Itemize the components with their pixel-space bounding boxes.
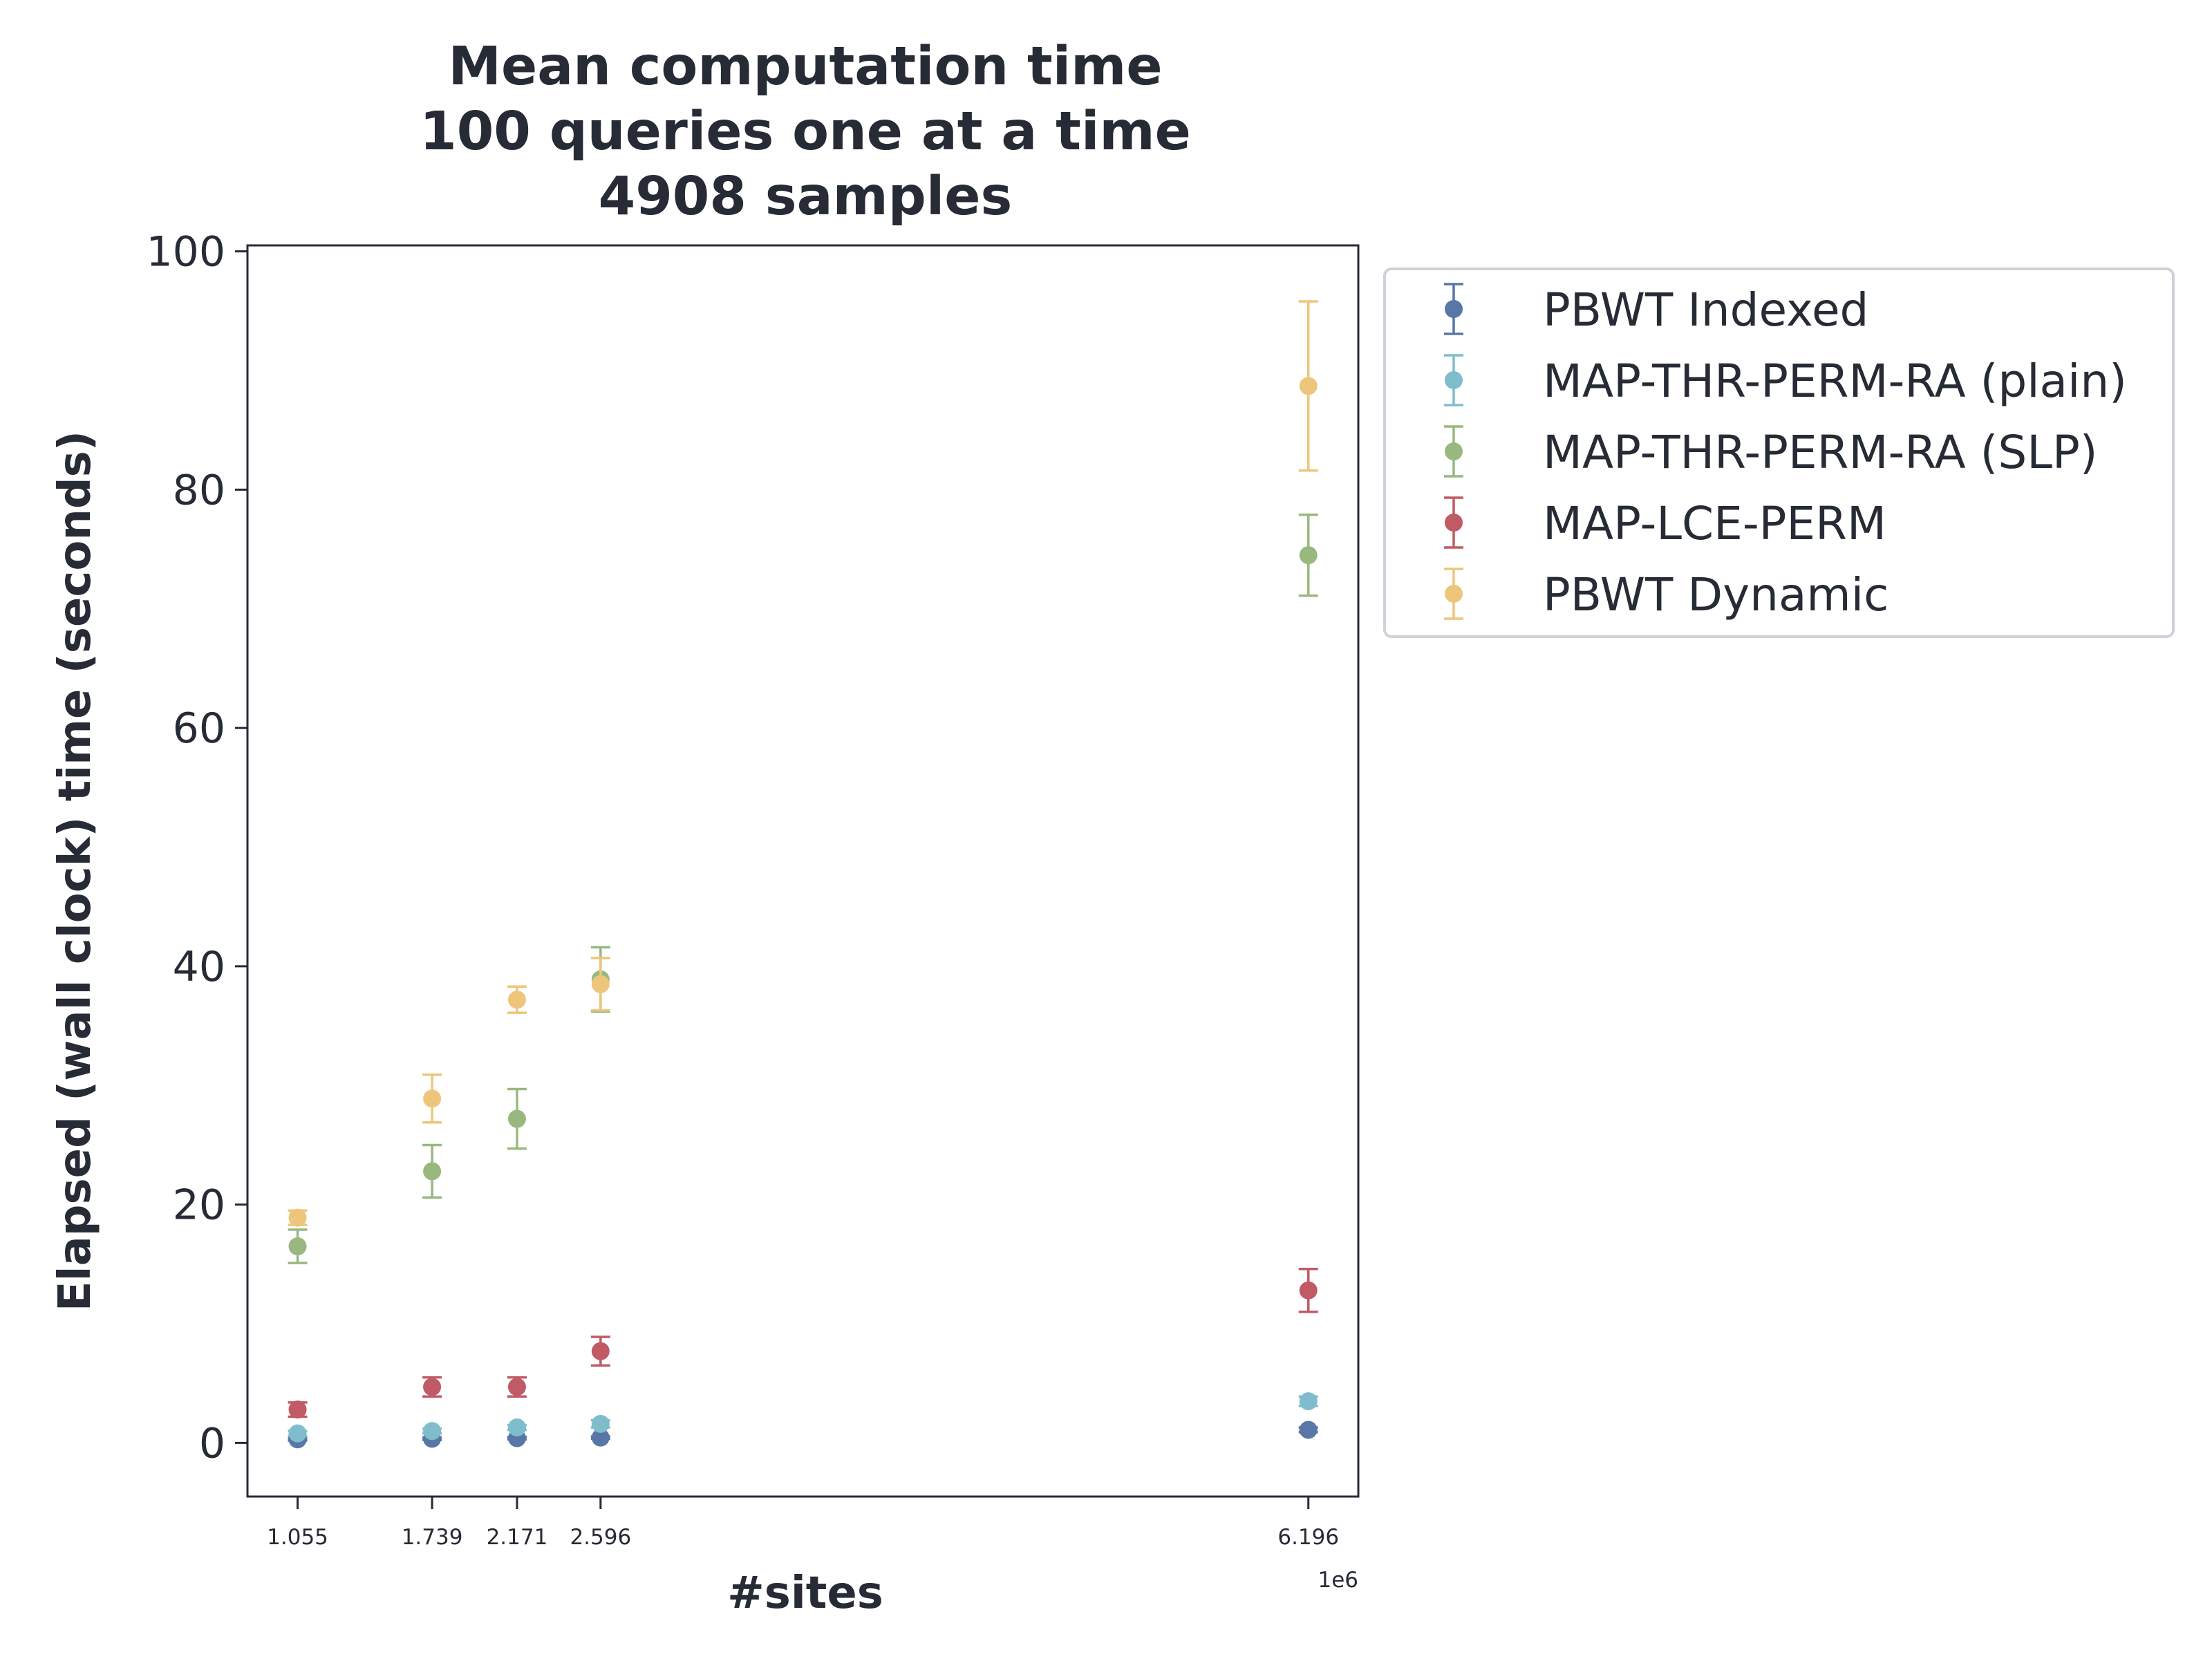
legend-entry: MAP-LCE-PERM bbox=[1444, 496, 1886, 550]
data-point bbox=[507, 1418, 526, 1437]
x-axis-offset-label: 1e6 bbox=[1318, 1568, 1358, 1593]
y-tick-label: 20 bbox=[173, 1181, 225, 1230]
legend-entry: PBWT Indexed bbox=[1444, 283, 1868, 337]
data-point bbox=[591, 975, 610, 993]
x-tick-label: 1.055 bbox=[267, 1525, 328, 1550]
data-point bbox=[1299, 377, 1318, 395]
x-tick-label: 6.196 bbox=[1277, 1525, 1339, 1550]
series-group bbox=[288, 1421, 1318, 1449]
legend-label: PBWT Dynamic bbox=[1543, 568, 1888, 621]
legend-entry: MAP-THR-PERM-RA (SLP) bbox=[1444, 425, 2098, 479]
series-group bbox=[288, 1392, 1318, 1443]
legend-marker bbox=[1445, 300, 1463, 318]
x-axis-label: #sites bbox=[727, 1568, 883, 1619]
x-tick-label: 2.596 bbox=[570, 1525, 631, 1550]
legend-label: PBWT Indexed bbox=[1543, 283, 1868, 337]
data-point bbox=[288, 1237, 307, 1255]
legend-marker bbox=[1445, 442, 1463, 460]
chart-title-line-3: 4908 samples bbox=[599, 166, 1013, 227]
legend-marker bbox=[1445, 371, 1463, 389]
data-point bbox=[423, 1162, 442, 1181]
data-point bbox=[288, 1424, 307, 1443]
data-point bbox=[507, 991, 526, 1009]
legend-label: MAP-LCE-PERM bbox=[1543, 497, 1886, 550]
legend-entry: MAP-THR-PERM-RA (plain) bbox=[1444, 354, 2127, 408]
legend-label: MAP-THR-PERM-RA (SLP) bbox=[1543, 426, 2098, 479]
series-group bbox=[288, 513, 1318, 1264]
data-point bbox=[1299, 1392, 1318, 1411]
series-group bbox=[288, 300, 1318, 1227]
x-tick-label: 1.739 bbox=[402, 1525, 463, 1550]
chart-title: Mean computation time 100 queries one at… bbox=[420, 36, 1191, 227]
data-point bbox=[591, 1342, 610, 1360]
y-tick-label: 40 bbox=[173, 943, 225, 991]
plot-area: 0 20 40 60 80 100 1.055 1.739 2.171 2.596 6.196 bbox=[146, 228, 1360, 1550]
data-point bbox=[591, 1428, 610, 1447]
y-axis-label: Elapsed (wall clock) time (seconds) bbox=[50, 431, 101, 1311]
data-point bbox=[288, 1400, 307, 1419]
data-point bbox=[507, 1109, 526, 1128]
legend-label: MAP-THR-PERM-RA (plain) bbox=[1543, 355, 2127, 408]
data-point bbox=[423, 1378, 442, 1396]
legend-marker bbox=[1445, 514, 1463, 532]
y-tick-label: 80 bbox=[173, 466, 225, 514]
y-tick-label: 60 bbox=[173, 704, 225, 753]
y-tick-label: 0 bbox=[199, 1419, 225, 1468]
x-tick-label: 2.171 bbox=[487, 1525, 548, 1550]
legend-marker bbox=[1445, 585, 1463, 603]
data-point bbox=[423, 1089, 442, 1108]
legend-frame bbox=[1383, 268, 2175, 638]
y-tick-label: 100 bbox=[146, 228, 225, 276]
data-point bbox=[507, 1378, 526, 1396]
data-point bbox=[423, 1422, 442, 1441]
data-point bbox=[288, 1208, 307, 1227]
chart-title-line-2: 100 queries one at a time bbox=[420, 101, 1191, 162]
legend: PBWT Indexed MAP-THR-PERM-RA (plain) MAP-T… bbox=[1383, 268, 2175, 638]
data-point bbox=[591, 1414, 610, 1433]
data-point bbox=[1299, 546, 1318, 565]
plot-frame bbox=[246, 244, 1360, 1498]
data-point bbox=[1299, 1281, 1318, 1300]
series-group bbox=[288, 1268, 1318, 1419]
legend-entry: PBWT Dynamic bbox=[1444, 568, 1888, 621]
data-point bbox=[1299, 1421, 1318, 1439]
chart-title-line-1: Mean computation time bbox=[448, 36, 1162, 97]
